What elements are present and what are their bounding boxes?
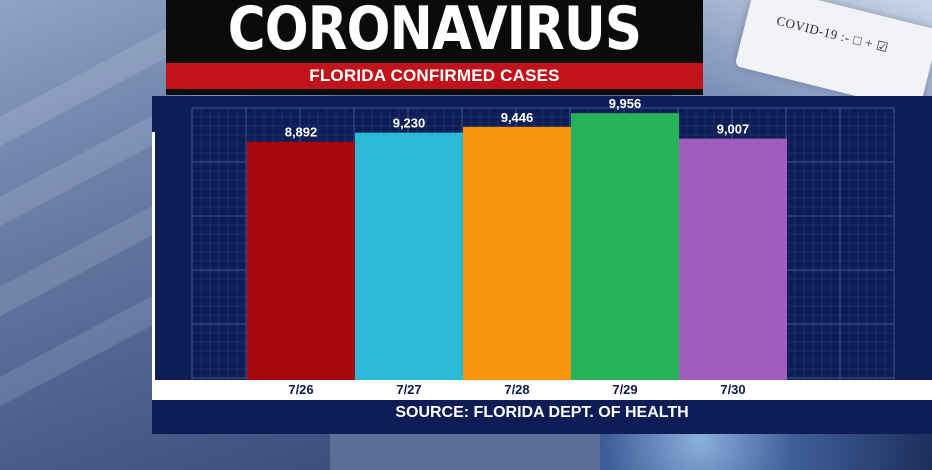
bar-7-30: [679, 138, 787, 380]
bar-7-28: [463, 126, 571, 380]
bar-value-label: 9,007: [717, 122, 750, 137]
title-banner: CORONAVIRUS FLORIDA CONFIRMED CASES: [166, 0, 703, 95]
chart-panel: 8,892 9,230 9,446 9,956 9,007 7/26 7/27 7/28 7/…: [152, 96, 932, 434]
category-labels: 7/26 7/27 7/28 7/29 7/30: [288, 382, 745, 397]
category-label: 7/30: [720, 382, 745, 397]
bar-value-label: 9,446: [501, 110, 534, 125]
headline: CORONAVIRUS: [227, 0, 642, 64]
y-axis-line: [152, 132, 155, 380]
axis-strip: [152, 380, 932, 400]
category-label: 7/29: [612, 382, 637, 397]
bar-value-label: 9,230: [393, 116, 426, 131]
category-label: 7/28: [504, 382, 529, 397]
bars: [247, 113, 787, 380]
bar-value-label: 9,956: [609, 96, 642, 111]
value-labels: 8,892 9,230 9,446 9,956 9,007: [285, 96, 750, 140]
category-label: 7/27: [396, 382, 421, 397]
test-card-text: COVID-19 :- □ + ☑: [775, 12, 891, 56]
bar-value-label: 8,892: [285, 125, 318, 140]
subheadline: FLORIDA CONFIRMED CASES: [309, 66, 560, 85]
bar-7-27: [355, 132, 463, 380]
subheadline-bar: FLORIDA CONFIRMED CASES: [166, 63, 703, 89]
bar-7-29: [571, 113, 679, 380]
category-label: 7/26: [288, 382, 313, 397]
bar-7-26: [247, 141, 355, 380]
chart-source: SOURCE: FLORIDA DEPT. OF HEALTH: [395, 404, 689, 421]
